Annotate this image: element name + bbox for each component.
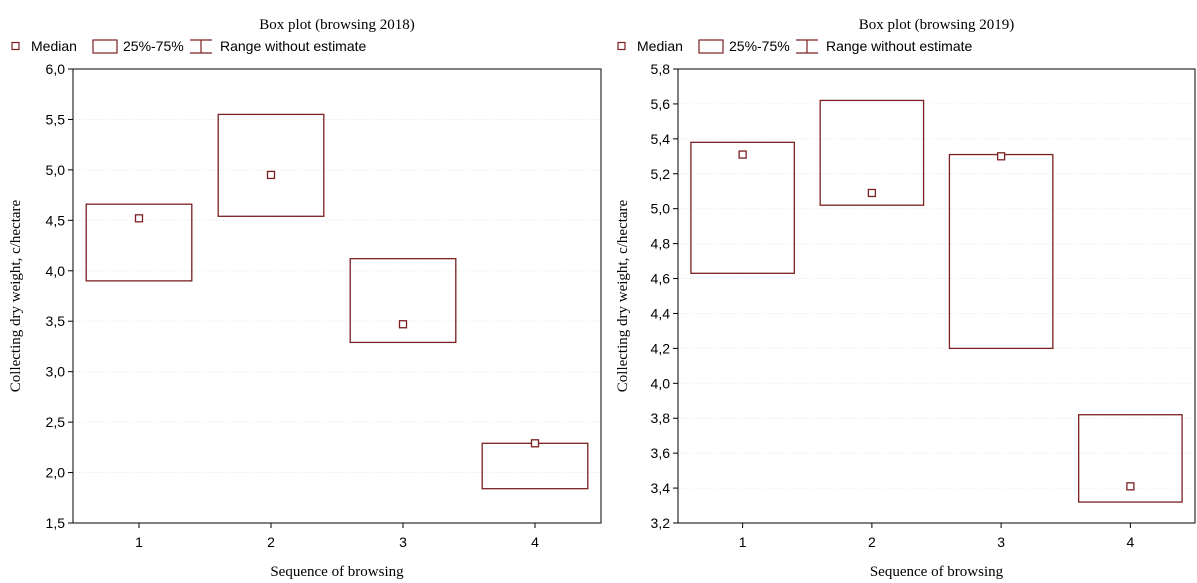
y-tick-label: 4,8: [651, 236, 671, 252]
legend-median-label: Median: [637, 38, 683, 54]
box-iqr-3: [948, 153, 1054, 350]
box-iqr-4: [481, 442, 589, 490]
y-tick-label: 4,6: [651, 271, 671, 287]
y-tick-label: 2,5: [46, 414, 66, 430]
chart-panel-2: Box plot (browsing 2019) Median 25%-75% Ran…: [615, 17, 1196, 580]
y-tick-label: 4,5: [46, 212, 66, 228]
median-marker-2: [867, 188, 877, 198]
y-tick-label: 3,5: [46, 313, 66, 329]
y-tick-label: 3,2: [651, 515, 671, 531]
x-axis-label: Sequence of browsing: [870, 564, 1004, 580]
legend-range-marker: [796, 39, 818, 54]
legend-range-label: Range without estimate: [826, 38, 973, 54]
legend: Median 25%-75% Range without estimate: [11, 38, 367, 54]
chart-title: Box plot (browsing 2018): [259, 17, 414, 33]
legend-range-marker: [190, 39, 212, 54]
chart-title: Box plot (browsing 2019): [859, 17, 1014, 33]
y-tick-label: 3,8: [651, 410, 671, 426]
box-iqr-1: [690, 141, 795, 274]
plot-frame: [677, 68, 1196, 524]
legend-box-marker: [698, 39, 724, 54]
x-tick-label: 2: [267, 534, 275, 550]
y-tick-label: 2,0: [46, 465, 66, 481]
median-marker-1: [738, 150, 747, 159]
chart-panel-1: Box plot (browsing 2018) Median 25%-75% Ran…: [8, 17, 602, 580]
y-axis-label: Collecting dry weight, c/hectare: [615, 199, 631, 392]
y-tick-label: 3,4: [651, 480, 671, 496]
y-tick-label: 4,2: [651, 340, 671, 356]
median-marker-1: [134, 214, 144, 223]
plot-frame: [72, 68, 602, 524]
legend-box-marker: [92, 39, 118, 54]
box-iqr-2: [819, 99, 925, 206]
y-tick-label: 5,8: [651, 61, 671, 77]
x-tick-label: 3: [997, 534, 1005, 550]
box-iqr-1: [85, 203, 193, 282]
legend: Median 25%-75% Range without estimate: [617, 38, 973, 54]
x-axis-label: Sequence of browsing: [270, 564, 404, 580]
x-tick-label: 4: [531, 534, 539, 550]
y-tick-label: 5,6: [651, 96, 671, 112]
legend-median-marker: [11, 41, 20, 51]
y-tick-label: 5,5: [46, 111, 66, 127]
y-tick-label: 5,0: [46, 162, 66, 178]
median-marker-4: [530, 439, 540, 448]
y-tick-label: 4,0: [46, 263, 66, 279]
median-marker-4: [1126, 482, 1135, 491]
y-tick-label: 3,6: [651, 445, 671, 461]
x-tick-label: 4: [1126, 534, 1134, 550]
legend-box-label: 25%-75%: [729, 38, 790, 54]
legend-box-label: 25%-75%: [123, 38, 184, 54]
y-tick-label: 3,0: [46, 364, 66, 380]
x-tick-label: 3: [399, 534, 407, 550]
median-marker-3: [398, 320, 408, 329]
legend-median-marker: [617, 41, 626, 51]
y-tick-label: 5,4: [651, 131, 671, 147]
box-iqr-4: [1078, 414, 1183, 503]
y-tick-label: 4,0: [651, 375, 671, 391]
y-tick-label: 5,0: [651, 201, 671, 217]
x-tick-label: 1: [739, 534, 747, 550]
x-tick-label: 1: [135, 534, 143, 550]
y-tick-label: 1,5: [46, 515, 66, 531]
y-tick-label: 5,2: [651, 166, 671, 182]
x-tick-label: 2: [868, 534, 876, 550]
box-iqr-2: [217, 113, 325, 217]
y-tick-label: 6,0: [46, 61, 66, 77]
y-tick-label: 4,4: [651, 305, 671, 321]
y-axis-label: Collecting dry weight, c/hectare: [8, 199, 24, 392]
legend-range-label: Range without estimate: [220, 38, 367, 54]
median-marker-2: [266, 170, 276, 180]
box-iqr-3: [349, 258, 457, 344]
legend-median-label: Median: [31, 38, 77, 54]
median-marker-3: [996, 152, 1006, 161]
